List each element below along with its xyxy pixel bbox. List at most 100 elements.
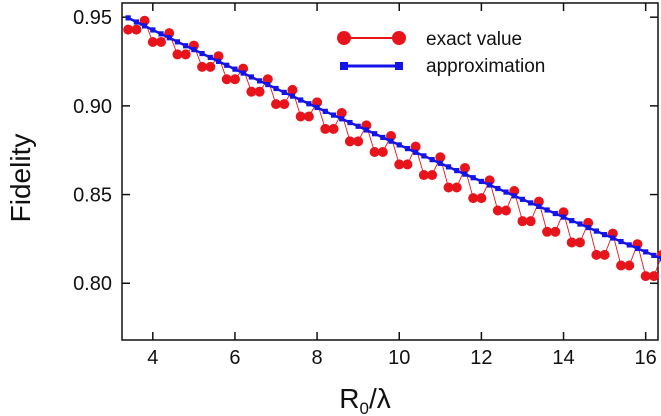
x-axis-label-main: R — [339, 383, 359, 414]
data-point — [634, 245, 641, 252]
data-point — [271, 99, 282, 110]
data-point — [517, 216, 528, 227]
data-point — [577, 221, 583, 227]
data-point — [468, 193, 479, 204]
data-point — [593, 228, 599, 234]
data-point — [643, 249, 649, 255]
series-approximation — [125, 15, 661, 262]
legend-exact-marker-right — [392, 31, 406, 45]
data-point — [158, 31, 164, 37]
x-axis-label: R0/λ — [339, 383, 390, 416]
data-point — [265, 81, 271, 88]
data-point — [139, 15, 150, 26]
data-point — [648, 271, 659, 282]
series-exact-value — [123, 15, 661, 282]
data-point — [232, 66, 238, 72]
data-point — [501, 205, 512, 216]
data-point — [451, 182, 462, 193]
data-point — [536, 203, 542, 210]
data-point — [328, 123, 339, 134]
data-point — [503, 189, 509, 195]
data-point — [574, 237, 585, 248]
data-point — [166, 35, 172, 41]
data-point — [624, 260, 635, 271]
y-tick-label: 0.85 — [73, 185, 112, 207]
data-point — [320, 123, 331, 134]
data-point — [273, 85, 279, 92]
data-point — [221, 74, 232, 85]
data-point — [659, 256, 661, 262]
data-point — [314, 104, 320, 111]
data-point — [443, 182, 454, 193]
x-tick-label: 12 — [470, 347, 492, 369]
data-point — [445, 164, 452, 170]
data-point — [344, 136, 355, 147]
data-point — [174, 39, 181, 45]
data-point — [429, 157, 435, 163]
data-point — [287, 84, 298, 95]
data-point — [156, 37, 167, 48]
data-point — [330, 112, 337, 118]
data-point — [418, 170, 429, 181]
data-point — [560, 214, 567, 220]
data-point — [402, 159, 413, 170]
series-layer — [123, 15, 661, 282]
legend-approx-marker-right — [395, 62, 403, 70]
legend-exact-label: exact value — [426, 29, 522, 50]
data-point — [495, 185, 501, 192]
legend-approx-marker-left — [340, 62, 348, 70]
data-point — [369, 146, 380, 157]
data-point — [213, 51, 224, 62]
data-point — [339, 116, 345, 122]
data-point — [525, 216, 536, 227]
data-point — [421, 153, 427, 159]
data-point — [404, 146, 411, 152]
data-point — [478, 178, 484, 185]
y-tick-label: 0.80 — [73, 273, 112, 295]
y-tick-label: 0.90 — [73, 96, 112, 118]
data-point — [248, 74, 254, 80]
data-point — [394, 159, 405, 170]
data-point — [585, 224, 591, 231]
data-point — [353, 136, 364, 147]
data-point — [459, 162, 470, 173]
data-point — [610, 235, 616, 241]
data-point — [544, 207, 550, 213]
data-point — [131, 24, 142, 35]
data-point — [298, 97, 304, 103]
data-point — [150, 27, 156, 33]
data-point — [172, 49, 183, 60]
x-tick-label: 16 — [635, 347, 657, 369]
data-point — [303, 111, 314, 122]
y-axis-label: Fidelity — [5, 134, 36, 223]
data-point — [651, 252, 657, 258]
x-tick-label: 8 — [312, 347, 323, 369]
data-point — [180, 49, 191, 60]
data-point — [256, 78, 263, 84]
data-point — [279, 99, 290, 110]
data-point — [476, 193, 487, 204]
data-point — [566, 237, 577, 248]
data-point — [616, 260, 627, 271]
data-point — [125, 15, 131, 21]
data-point — [147, 37, 158, 48]
x-tick-label: 10 — [388, 347, 410, 369]
data-point — [306, 101, 312, 107]
data-point — [591, 249, 602, 260]
data-point — [295, 111, 306, 122]
series-line — [127, 16, 661, 260]
data-point — [215, 58, 222, 64]
data-point — [410, 141, 421, 152]
legend-exact-marker-left — [337, 31, 351, 45]
data-point — [254, 86, 265, 97]
data-point — [386, 131, 397, 142]
data-point — [413, 149, 419, 155]
data-point — [281, 89, 287, 95]
data-point — [427, 170, 438, 181]
data-point — [487, 182, 493, 188]
data-point — [388, 138, 394, 144]
data-point — [599, 249, 610, 260]
data-point — [618, 238, 624, 245]
x-tick-label: 6 — [229, 347, 240, 369]
